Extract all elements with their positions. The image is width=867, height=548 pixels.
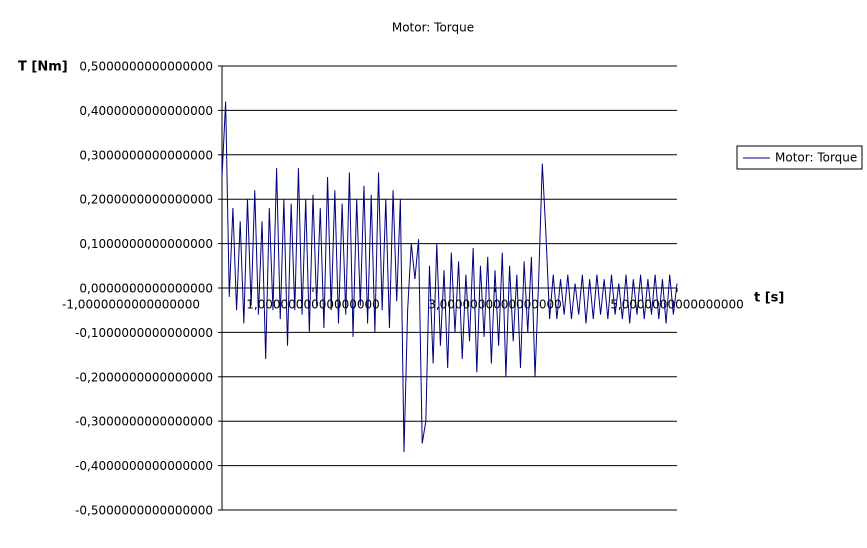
y-axis-title: T [Nm] <box>18 60 68 75</box>
y-tick-label: -0,1000000000000000 <box>75 326 213 340</box>
y-tick-label: 0,0000000000000000 <box>79 282 213 296</box>
x-tick-label: -1,0000000000000000 <box>62 298 200 312</box>
y-tick-label: -0,2000000000000000 <box>75 370 213 384</box>
x-tick-label: 3,0000000000000000 <box>428 298 562 312</box>
legend: Motor: Torque <box>736 145 863 170</box>
x-tick-label: 1,0000000000000000 <box>246 298 380 312</box>
y-tick-label: -0,5000000000000000 <box>75 504 213 518</box>
series-line <box>221 101 678 453</box>
chart-title: Motor: Torque <box>392 21 474 35</box>
y-tick-label: 0,2000000000000000 <box>79 193 213 207</box>
legend-box <box>736 145 863 170</box>
y-tick-label: -0,4000000000000000 <box>75 459 213 473</box>
y-tick-label: -0,3000000000000000 <box>75 415 213 429</box>
legend-label: Motor: Torque <box>775 151 857 165</box>
x-tick-label: 5,0000000000000000 <box>610 298 744 312</box>
y-tick-label: 0,5000000000000000 <box>79 60 213 74</box>
y-tick-label: 0,1000000000000000 <box>79 237 213 251</box>
y-tick-label: 0,3000000000000000 <box>79 148 213 162</box>
x-axis-title: t [s] <box>754 291 784 306</box>
y-tick-label: 0,4000000000000000 <box>79 104 213 118</box>
